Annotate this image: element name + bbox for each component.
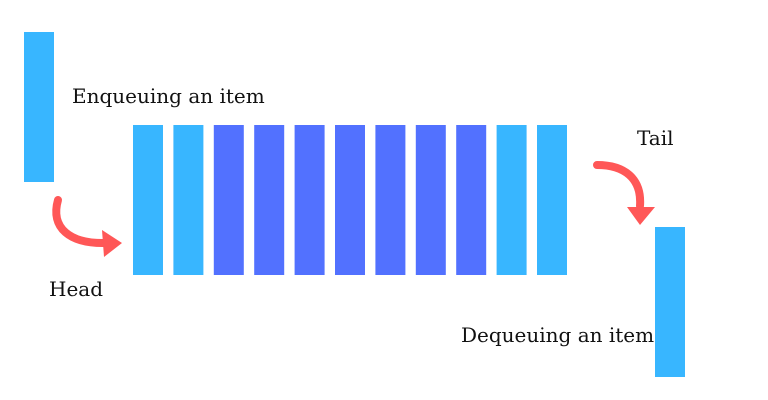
queue-cell [173, 125, 204, 275]
outgoing-item [655, 227, 685, 377]
queue-cell [294, 125, 325, 275]
enqueue-arrow-icon [52, 196, 122, 257]
incoming-item [24, 32, 54, 182]
queue-cell [496, 125, 527, 275]
head-label: Head [49, 277, 104, 301]
queue-cells [133, 125, 567, 275]
queue-cell [537, 125, 567, 275]
dequeue-label: Dequeuing an item [461, 323, 655, 347]
queue-cell [213, 125, 244, 275]
dequeue-arrow-icon [593, 161, 655, 225]
queue-cell [335, 125, 365, 275]
queue-cell [133, 125, 163, 275]
queue-cell [254, 125, 285, 275]
queue-cell [415, 125, 446, 275]
enqueue-label: Enqueuing an item [72, 84, 265, 108]
queue-cell [456, 125, 487, 275]
queue-cell [375, 125, 406, 275]
tail-label: Tail [637, 126, 674, 150]
